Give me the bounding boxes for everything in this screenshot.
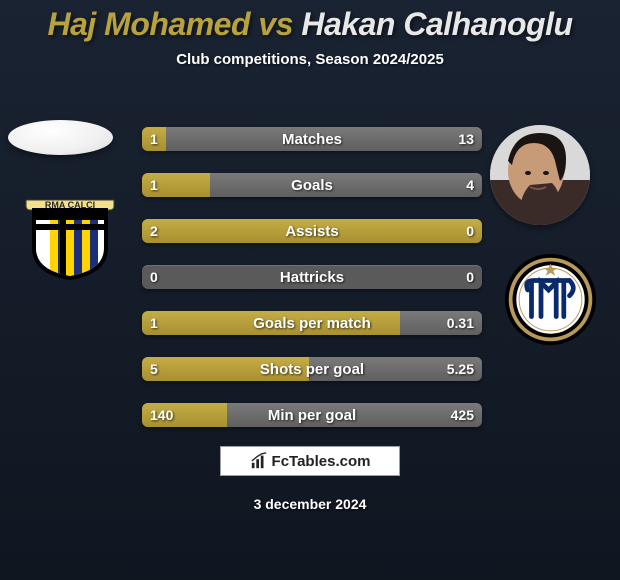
stat-bar: 10.31Goals per match [142,311,482,335]
player1-name: Haj Mohamed [47,6,250,42]
stat-label: Goals [142,173,482,197]
stat-bar: 113Matches [142,127,482,151]
stat-label: Min per goal [142,403,482,427]
player2-photo [490,125,590,225]
stat-bar: 55.25Shots per goal [142,357,482,381]
stat-bar: 140425Min per goal [142,403,482,427]
date-label: 3 december 2024 [0,496,620,512]
watermark-text: FcTables.com [272,453,371,470]
stat-bar: 00Hattricks [142,265,482,289]
stat-label: Matches [142,127,482,151]
club-badge-player2 [503,252,598,347]
stat-bar: 20Assists [142,219,482,243]
club-badge-player1: RMA CALCI [20,180,120,280]
player1-photo [8,120,113,155]
chart-icon [250,452,268,470]
comparison-title: Haj Mohamed vs Hakan Calhanoglu [0,0,620,43]
vs-text: vs [258,6,293,42]
stat-label: Assists [142,219,482,243]
stat-bar: 14Goals [142,173,482,197]
watermark-fctables: FcTables.com [220,446,400,476]
stat-label: Shots per goal [142,357,482,381]
stat-label: Goals per match [142,311,482,335]
stat-label: Hattricks [142,265,482,289]
subtitle: Club competitions, Season 2024/2025 [0,51,620,68]
player2-name: Hakan Calhanoglu [301,6,572,42]
